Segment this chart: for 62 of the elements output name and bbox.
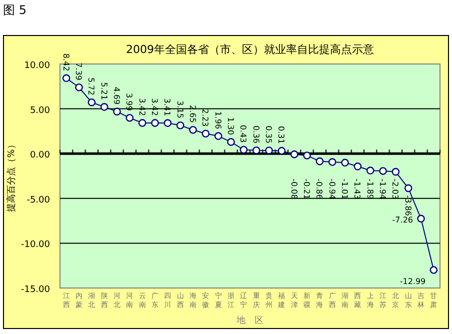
data-label: 0.35 — [264, 126, 273, 144]
point — [202, 130, 210, 138]
y-tick-label: 5.00 — [30, 106, 50, 116]
point — [176, 121, 184, 130]
data-label: 8.42 — [61, 53, 70, 72]
data-label: -0.94 — [327, 178, 336, 200]
point — [189, 126, 197, 134]
data-label: -3.86 — [403, 195, 412, 216]
point — [138, 119, 146, 127]
x-axis-title: 地 区 — [236, 315, 264, 326]
point — [404, 184, 412, 192]
point — [417, 214, 425, 223]
point — [430, 266, 438, 274]
point — [100, 103, 108, 111]
caption: 图 5 — [3, 3, 26, 17]
y-tick-label: -15.00 — [20, 285, 50, 295]
data-label: -7.26 — [392, 216, 413, 225]
point — [240, 146, 248, 154]
data-label: 7.39 — [74, 62, 83, 80]
data-label: -1.01 — [340, 178, 349, 200]
point — [252, 146, 260, 154]
data-label: -1.94 — [378, 178, 387, 200]
data-label: 3.15 — [175, 100, 184, 118]
point — [366, 166, 374, 174]
data-label: 0.43 — [238, 124, 248, 143]
point — [164, 119, 172, 127]
point — [290, 150, 298, 158]
data-label: 3.99 — [124, 93, 134, 111]
point — [214, 132, 222, 140]
data-label: -12.99 — [400, 276, 426, 286]
data-label: -0.21 — [302, 178, 311, 200]
data-label: 1.30 — [226, 117, 235, 135]
data-label: 3.41 — [162, 98, 172, 116]
point — [316, 157, 324, 166]
data-label: 2.23 — [200, 108, 210, 127]
point — [227, 138, 235, 146]
point — [75, 83, 83, 92]
point — [151, 119, 159, 127]
y-tick-label: -5.00 — [26, 195, 50, 206]
data-label: 0.36 — [251, 126, 260, 144]
data-label: 0.31 — [276, 126, 286, 144]
data-label: 1.96 — [213, 111, 222, 130]
chart-title: 2009年全国各省（市、区）就业率自比提高点示意 — [126, 43, 374, 56]
point — [341, 158, 349, 167]
point — [265, 146, 273, 154]
y-tick-label: -10.00 — [20, 240, 50, 250]
point — [354, 162, 362, 170]
point — [328, 158, 336, 166]
y-axis-title: 提高百分点（%） — [6, 140, 17, 212]
data-label: 4.69 — [112, 86, 121, 105]
point — [392, 168, 400, 176]
point — [379, 167, 387, 175]
point — [88, 98, 96, 106]
y-tick-label: 0.00 — [30, 150, 50, 161]
point — [113, 108, 121, 116]
point — [126, 114, 134, 122]
data-label: 5.21 — [99, 82, 108, 100]
y-tick-label: 10.00 — [24, 61, 50, 71]
point — [62, 74, 70, 82]
point — [303, 152, 311, 160]
data-label: 5.72 — [86, 78, 96, 96]
point — [278, 146, 286, 155]
